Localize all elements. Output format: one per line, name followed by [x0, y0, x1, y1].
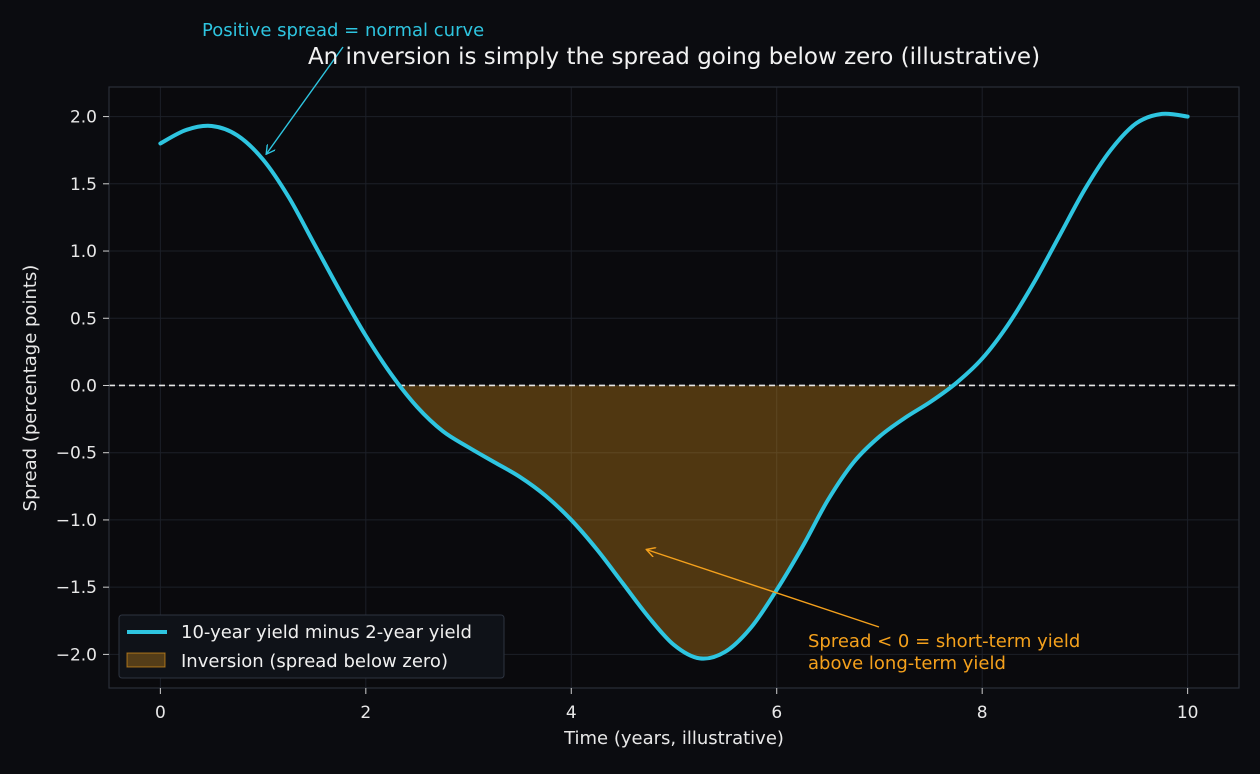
chart-title: An inversion is simply the spread going … [308, 44, 1040, 70]
x-tick-label: 4 [566, 703, 577, 723]
x-tick-label: 0 [155, 703, 166, 723]
annotation-arrow-positive [266, 46, 344, 154]
plot-area [109, 87, 1239, 688]
legend-box [118, 614, 505, 679]
x-tick-label: 8 [977, 703, 988, 723]
y-tick-label: 2.0 [70, 108, 97, 128]
plot-frame [108, 86, 1240, 689]
y-tick-label: −2.0 [56, 645, 97, 665]
y-tick-label: 1.0 [70, 242, 97, 262]
y-tick-label: 1.5 [70, 175, 97, 195]
annotation-arrow-negative [646, 550, 880, 628]
y-tick-label: 0.5 [70, 309, 97, 329]
x-axis-label: Time (years, illustrative) [563, 728, 784, 749]
legend-label-series: 10-year yield minus 2-year yield [181, 622, 472, 643]
annotations: Positive spread = normal curve Spread < 0… [202, 20, 1080, 674]
inversion-fill-layer [399, 385, 954, 659]
y-tick-label: 0.0 [70, 376, 97, 396]
spread-line [158, 111, 1190, 661]
y-axis-ticks: 2.0 1.5 1.0 0.5 0.0 −0.5 −1.0 −1.5 −2.0 [56, 108, 109, 665]
annotation-text-negative-line1: Spread < 0 = short-term yield [808, 631, 1080, 652]
y-tick-label: −1.0 [56, 511, 97, 531]
series-line-layer [158, 111, 1190, 661]
x-axis-ticks: 0 2 4 6 8 10 [155, 688, 1199, 723]
inversion-fill [399, 385, 954, 659]
x-tick-label: 10 [1177, 703, 1199, 723]
x-tick-label: 2 [360, 703, 371, 723]
y-tick-label: −1.5 [56, 578, 97, 598]
legend: 10-year yield minus 2-year yield Inversi… [118, 614, 505, 679]
y-tick-label: −0.5 [56, 444, 97, 464]
annotation-text-negative-line2: above long-term yield [808, 653, 1006, 674]
legend-label-fill: Inversion (spread below zero) [181, 651, 448, 672]
y-axis-label: Spread (percentage points) [20, 265, 41, 512]
legend-fill-swatch [126, 652, 166, 668]
x-tick-label: 6 [771, 703, 782, 723]
annotation-text-positive: Positive spread = normal curve [202, 20, 484, 41]
